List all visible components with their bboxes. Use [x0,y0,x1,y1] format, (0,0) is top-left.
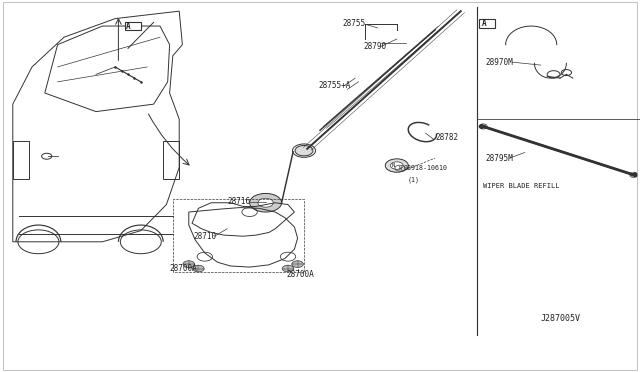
Circle shape [258,198,273,207]
Text: A: A [482,19,486,28]
Text: 28716: 28716 [227,197,250,206]
Text: J287005V: J287005V [541,314,581,323]
Circle shape [292,261,303,267]
Bar [125,22,141,30]
Text: 28700A: 28700A [287,270,314,279]
Circle shape [183,261,195,267]
Text: WIPER BLADE REFILL: WIPER BLADE REFILL [483,183,560,189]
Text: 28755+A: 28755+A [318,81,351,90]
Circle shape [390,162,403,169]
Circle shape [295,145,313,156]
Text: A: A [126,22,131,31]
Text: 28790: 28790 [364,42,387,51]
Text: 28782: 28782 [435,133,458,142]
Bar [163,141,179,179]
Text: 28970M: 28970M [485,58,513,67]
Bar [13,141,29,179]
Circle shape [282,265,294,272]
Text: 28755: 28755 [342,19,365,28]
Text: 08918-10610: 08918-10610 [403,165,447,171]
Circle shape [193,265,204,272]
Circle shape [479,124,487,129]
Bar [479,19,495,28]
Circle shape [385,159,408,172]
Circle shape [250,193,282,212]
Text: N: N [399,166,401,171]
Text: 28710: 28710 [194,232,217,241]
Text: N: N [391,163,395,168]
Circle shape [630,173,637,177]
Text: (1): (1) [408,176,420,183]
Text: 28700A: 28700A [170,264,197,273]
Text: 28795M: 28795M [485,154,513,163]
